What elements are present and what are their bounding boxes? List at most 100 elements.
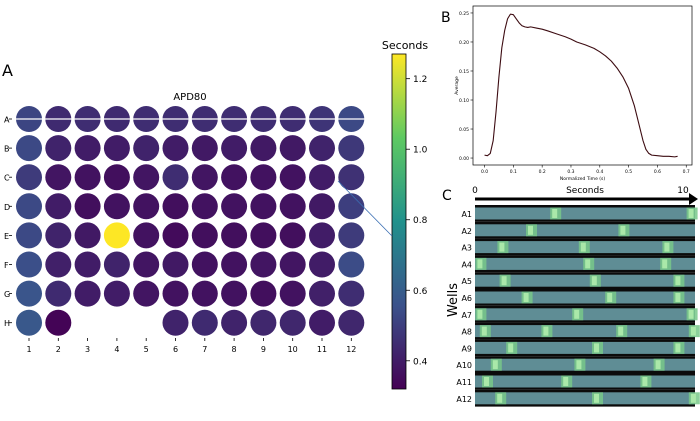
- y-tick-label: 0.10: [459, 98, 469, 104]
- well-label: A9: [461, 344, 472, 353]
- well-F5: [133, 251, 160, 278]
- well-E7: [191, 222, 218, 249]
- well-G10: [279, 280, 306, 307]
- well-H1: [16, 309, 42, 336]
- beat-peak: [675, 293, 681, 302]
- well-G7: [191, 280, 218, 307]
- column-label: 8: [232, 345, 237, 354]
- well-G6: [162, 280, 189, 307]
- well-B8: [221, 135, 248, 162]
- well-C9: [250, 164, 277, 191]
- well-H2: [45, 309, 72, 336]
- well-E5: [133, 222, 160, 249]
- plate-title: APD80: [173, 92, 206, 103]
- beat-peak: [563, 377, 569, 386]
- well-H7: [191, 309, 218, 336]
- colorbar-label: Seconds: [382, 39, 428, 52]
- well-label: A5: [461, 277, 472, 286]
- beat-peak: [675, 276, 681, 286]
- well-F1: [16, 251, 42, 278]
- well-label: A3: [461, 244, 472, 253]
- well-strip-A7: [475, 308, 695, 321]
- colorbar-tick-label: 0.6: [413, 287, 428, 297]
- row-label: B: [4, 145, 10, 154]
- well-G11: [309, 280, 335, 307]
- connector-line: [337, 180, 393, 237]
- well-F2: [45, 251, 72, 278]
- row-label: C: [4, 174, 10, 183]
- well-B12: [338, 135, 365, 162]
- well-H9: [250, 309, 277, 336]
- column-label: 10: [288, 345, 298, 354]
- well-G5: [133, 280, 160, 307]
- well-D12: [338, 193, 365, 220]
- well-F11: [309, 251, 335, 278]
- beat-peak: [501, 276, 507, 286]
- well-strip-A12: [475, 392, 695, 405]
- well-H11: [309, 309, 335, 336]
- row-label: D: [4, 203, 10, 212]
- well-G1: [16, 280, 42, 307]
- beat-peak: [594, 343, 599, 353]
- beat-peak: [484, 377, 489, 386]
- panel-a-letter: A: [2, 61, 13, 80]
- well-C3: [74, 164, 101, 191]
- x-tick-label: 0.1: [510, 169, 517, 175]
- well-B1: [16, 135, 42, 162]
- column-label: 11: [317, 345, 327, 354]
- beat-peak: [642, 377, 648, 386]
- y-tick-label: 0.00: [459, 156, 469, 162]
- row-label: A: [4, 116, 10, 125]
- well-E10: [279, 222, 306, 249]
- well-C5: [133, 164, 160, 191]
- beat-peak: [580, 242, 586, 252]
- x-tick-label: 0.7: [683, 169, 690, 175]
- well-E6: [162, 222, 189, 249]
- y-tick-label: 0.15: [459, 69, 469, 75]
- well-H12: [338, 309, 365, 336]
- well-F8: [221, 251, 248, 278]
- beat-peak: [576, 360, 582, 370]
- time-end-label: 10: [677, 186, 689, 196]
- beat-peak: [499, 242, 505, 252]
- beat-peak: [655, 360, 661, 370]
- well-B9: [250, 135, 277, 162]
- time-start-label: 0: [472, 186, 478, 196]
- kymograph: 0 Seconds 10 A1 A2 A3 A4 A5 A6 A7 A8 A9 A10 A11 A12: [456, 186, 700, 407]
- well-B7: [191, 135, 218, 162]
- well-D5: [133, 193, 160, 220]
- well-G9: [250, 280, 277, 307]
- well-D7: [191, 193, 218, 220]
- beat-peak: [543, 326, 549, 336]
- well-F12: [338, 251, 365, 278]
- well-B2: [45, 135, 72, 162]
- beat-peak: [690, 326, 696, 336]
- well-B4: [103, 135, 130, 162]
- column-label: 6: [173, 345, 178, 354]
- well-label: A8: [461, 328, 472, 337]
- colorbar-tick-label: 0.8: [413, 216, 428, 226]
- x-tick-label: 0.3: [567, 169, 574, 175]
- beat-peak: [585, 259, 591, 269]
- well-C12: [338, 164, 365, 191]
- y-tick-label: 0.25: [459, 11, 469, 17]
- panel-c-letter: C: [442, 188, 452, 204]
- x-tick-label: 0.5: [625, 169, 632, 175]
- x-axis-label: Normalized Time (s): [560, 176, 605, 182]
- well-H8: [221, 309, 248, 336]
- well-D1: [16, 193, 42, 220]
- well-strip-A11: [475, 375, 695, 388]
- well-strip-A1: [475, 207, 695, 220]
- row-label: H: [4, 319, 10, 328]
- beat-peak: [481, 326, 487, 336]
- beat-peak: [552, 209, 558, 218]
- well-label: A11: [456, 378, 472, 387]
- beat-peak: [508, 343, 514, 353]
- well-C2: [45, 164, 72, 191]
- well-label: A6: [461, 294, 472, 303]
- column-label: 5: [144, 345, 149, 354]
- well-H6: [162, 309, 189, 336]
- beat-peak: [688, 209, 694, 218]
